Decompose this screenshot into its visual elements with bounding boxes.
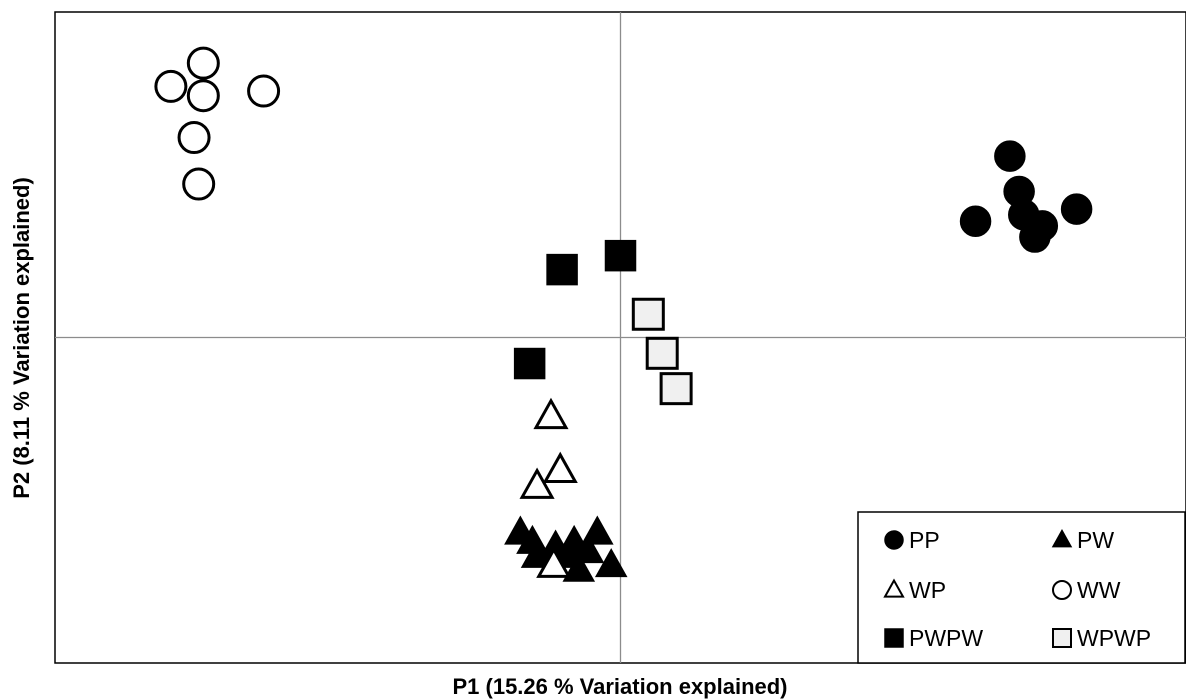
series-pp <box>959 140 1093 253</box>
legend-label-wpwp: WPWP <box>1077 625 1151 651</box>
data-point-pw <box>581 515 614 545</box>
data-points-layer <box>154 46 1093 582</box>
series-pwpw <box>513 239 637 380</box>
legend-item-wp: WP <box>883 577 946 603</box>
data-point-ww <box>177 121 211 155</box>
legend-item-wpwp: WPWP <box>1052 625 1151 651</box>
series-ww <box>154 46 281 201</box>
data-point-wp <box>542 451 578 484</box>
data-point-pwpw <box>546 253 578 286</box>
data-point-pw <box>594 548 628 578</box>
data-point-ww <box>154 69 188 103</box>
legend-marker-wpwp <box>1052 628 1072 648</box>
data-point-pwpw <box>604 239 637 272</box>
data-point-ww <box>186 46 220 80</box>
data-point-wpwp <box>645 336 679 370</box>
legend-marker-ww <box>1052 580 1072 600</box>
series-wpwp <box>631 297 693 406</box>
data-point-pp <box>994 140 1026 172</box>
legend-label-wp: WP <box>909 577 946 603</box>
legend-item-pw: PW <box>1051 527 1114 553</box>
data-point-wp <box>519 467 555 499</box>
legend-box <box>857 511 1186 664</box>
x-axis-label: P1 (15.26 % Variation explained) <box>452 674 787 699</box>
legend-item-pp: PP <box>884 527 940 553</box>
data-point-wpwp <box>659 372 693 406</box>
data-point-pp <box>1060 193 1093 225</box>
data-point-pp <box>1019 221 1051 253</box>
series-pw <box>504 515 628 582</box>
series-wp <box>519 397 578 578</box>
legend-item-ww: WW <box>1052 577 1121 603</box>
data-point-wp <box>536 546 572 578</box>
data-point-wpwp <box>631 297 665 331</box>
data-point-pw <box>571 534 605 564</box>
legend-marker-pp <box>884 530 904 550</box>
legend-marker-pwpw <box>884 628 904 648</box>
data-point-ww <box>182 167 216 201</box>
legend-marker-pw <box>1051 529 1073 548</box>
legend-marker-wp <box>883 578 905 598</box>
y-axis-label: P2 (8.11 % Variation explained) <box>9 177 34 499</box>
data-point-wp <box>533 397 569 430</box>
data-point-ww <box>247 74 281 108</box>
data-point-pw <box>562 552 596 582</box>
legend-label-ww: WW <box>1077 577 1121 603</box>
legend: PP PW WP WW PWPW WPWP <box>857 511 1186 664</box>
legend-item-pwpw: PWPW <box>884 625 983 651</box>
data-point-pp <box>959 205 992 237</box>
data-point-pwpw <box>513 347 546 380</box>
legend-label-pp: PP <box>909 527 940 553</box>
data-point-ww <box>186 79 220 113</box>
legend-label-pw: PW <box>1077 527 1114 553</box>
legend-label-pwpw: PWPW <box>909 625 983 651</box>
